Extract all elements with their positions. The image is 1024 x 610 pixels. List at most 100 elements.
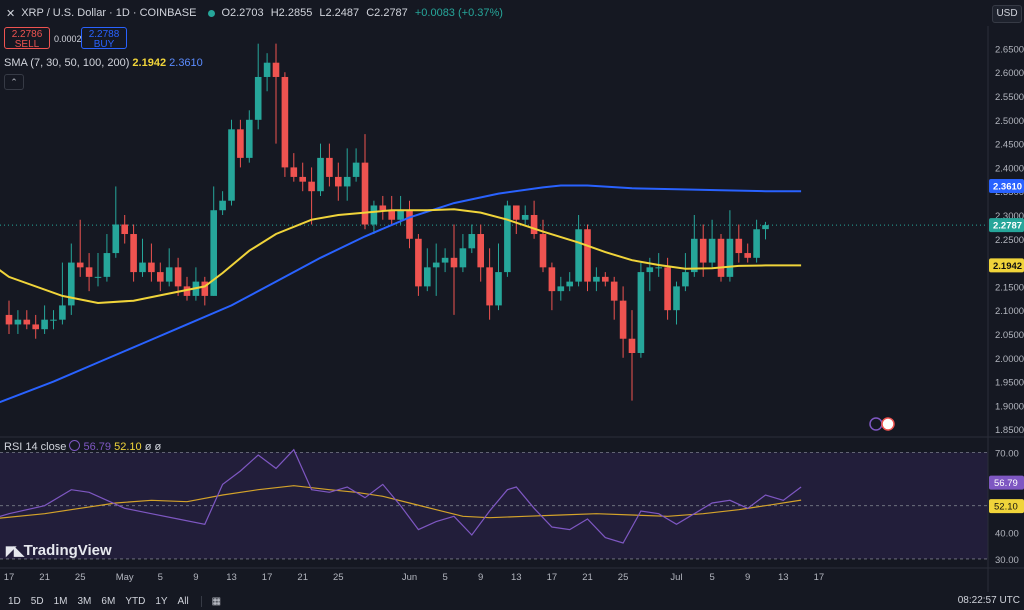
candle-body	[317, 157, 324, 192]
candle-body	[637, 272, 645, 354]
price-tick-label: 1.9500	[995, 378, 1024, 389]
candle-body	[468, 234, 476, 249]
candle-body	[281, 76, 289, 168]
tradingview-logo: ◤◣ TradingView	[6, 542, 112, 559]
eye-icon[interactable]	[69, 440, 81, 451]
candle-body	[495, 272, 502, 306]
symbol-title[interactable]: XRP / U.S. Dollar · 1D · COINBASE	[21, 7, 197, 19]
sma-slow-value: 2.3610	[169, 57, 203, 69]
candle-body	[575, 229, 582, 282]
candle-body	[263, 62, 271, 77]
event-icon	[869, 417, 883, 431]
candle-body	[513, 205, 520, 220]
timeframe-6m[interactable]: 6M	[101, 595, 116, 607]
candle-body	[548, 267, 556, 292]
sell-price: 2.2786	[11, 29, 43, 40]
bottom-toolbar: 1D 5D 1M 3M 6M YTD 1Y All ▦ 08:22:57 UTC	[0, 592, 1024, 610]
rsi-tick-label: 30.00	[995, 555, 1019, 566]
x-tick-label: 9	[745, 572, 750, 583]
chart-header: ✕ XRP / U.S. Dollar · 1D · COINBASE O2.2…	[0, 0, 990, 26]
candle-body	[85, 267, 93, 277]
candle-body	[59, 305, 66, 320]
price-tick-label: 2.3000	[995, 211, 1024, 222]
candle-body	[352, 162, 360, 177]
timeframe-1d[interactable]: 1D	[8, 595, 21, 607]
rsi-label-box	[989, 475, 1024, 490]
price-label-last: 2.2787	[993, 221, 1022, 232]
candle-body	[432, 262, 440, 268]
buy-button[interactable]: 2.2788 BUY	[81, 27, 127, 50]
candle-body	[744, 253, 751, 258]
candle-body	[254, 76, 262, 120]
spread-value: 0.0002	[54, 34, 82, 44]
currency-select[interactable]: USD	[992, 5, 1022, 23]
x-tick-label: 21	[39, 572, 50, 583]
timeframe-5d[interactable]: 5D	[30, 595, 44, 607]
close-icon[interactable]: ✕	[6, 7, 16, 20]
sma-label: SMA (7, 30, 50, 100, 200)	[4, 57, 130, 69]
candle-body	[673, 286, 680, 311]
candle-body	[174, 267, 182, 287]
x-tick-label: Jun	[402, 572, 417, 583]
candle-body	[602, 276, 609, 282]
candle-body	[753, 229, 760, 258]
candle-body	[726, 238, 734, 277]
price-label-box	[989, 258, 1024, 273]
price-tick-label: 2.4500	[995, 140, 1024, 151]
timeframe-list: 1D 5D 1M 3M 6M YTD 1Y All	[0, 596, 191, 607]
candle-body	[103, 253, 111, 277]
timeframe-all[interactable]: All	[177, 595, 189, 607]
x-tick-label: Jul	[670, 572, 682, 583]
x-tick-label: 5	[158, 572, 163, 583]
candle-body	[735, 238, 743, 254]
rsi-value: 56.79	[83, 441, 112, 453]
x-tick-label: 13	[226, 572, 237, 583]
candle-body	[148, 262, 155, 273]
candle-body	[272, 62, 280, 77]
sell-button[interactable]: 2.2786 SELL	[4, 27, 50, 50]
x-tick-label: 21	[582, 572, 593, 583]
timeframe-ytd[interactable]: YTD	[125, 595, 146, 607]
calendar-icon[interactable]: ▦	[200, 595, 221, 607]
collapse-legend-icon[interactable]: ⌃	[4, 74, 24, 90]
candle-body	[308, 181, 315, 192]
candle-body	[628, 338, 636, 354]
price-tick-label: 2.5500	[995, 92, 1024, 103]
candle-body	[691, 238, 698, 273]
candle-body	[424, 267, 431, 287]
candle-body	[14, 319, 22, 325]
candle-body	[370, 205, 378, 225]
candle-body	[23, 319, 31, 325]
candle-body	[219, 200, 226, 211]
sell-label: SELL	[14, 39, 40, 50]
timeframe-1m[interactable]: 1M	[53, 595, 68, 607]
candle-body	[664, 267, 671, 311]
candle-body	[762, 225, 769, 230]
sma-legend[interactable]: SMA (7, 30, 50, 100, 200) 2.1942 2.3610	[4, 57, 203, 69]
price-tick-label: 2.4000	[995, 163, 1024, 174]
candles	[5, 43, 769, 401]
candle-body	[584, 229, 591, 282]
candle-body	[157, 272, 164, 282]
x-tick-label: 25	[618, 572, 629, 583]
price-chart[interactable]: 2.65002.60002.55002.50002.45002.40002.35…	[0, 0, 1024, 592]
timeframe-3m[interactable]: 3M	[77, 595, 92, 607]
price-tick-label: 2.0500	[995, 330, 1024, 341]
price-tick-label: 2.1000	[995, 306, 1024, 317]
rsi-legend[interactable]: RSI 14 close 56.79 52.10 ø ø	[4, 440, 161, 453]
candle-body	[646, 267, 654, 273]
candle-body	[210, 210, 217, 296]
clock[interactable]: 08:22:57 UTC	[957, 595, 1020, 606]
candle-body	[165, 267, 173, 282]
candle-body	[361, 162, 369, 225]
candle-body	[682, 272, 689, 287]
candle-body	[530, 214, 538, 235]
x-tick-label: 17	[4, 572, 15, 583]
buy-price: 2.2788	[88, 29, 120, 40]
rsi-ma-line	[0, 485, 802, 519]
timeframe-1y[interactable]: 1Y	[155, 595, 168, 607]
x-tick-label: 5	[442, 572, 447, 583]
buy-label: BUY	[93, 39, 115, 50]
candle-body	[477, 234, 484, 268]
candle-body	[699, 238, 707, 263]
